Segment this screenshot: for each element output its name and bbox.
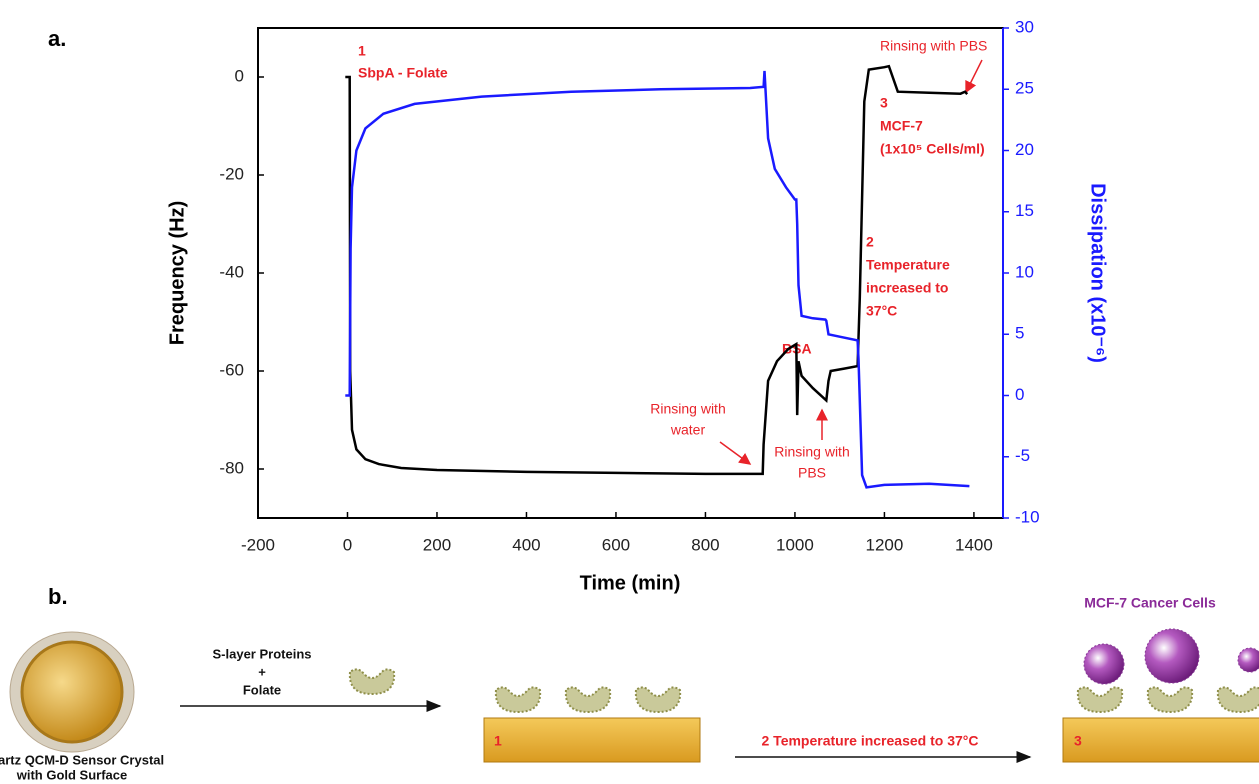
y2-tick-label: 25 [1015,79,1034,98]
protein [566,687,610,712]
caption: with Gold Surface [16,767,128,782]
arrow [720,442,750,464]
protein [350,669,394,694]
cells-label: MCF-7 Cancer Cells [1084,595,1216,611]
x-tick-label: 1200 [866,535,904,554]
substrate [1063,718,1259,762]
x-tick-label: 200 [423,535,451,554]
step-label: Folate [243,682,281,697]
annotation: 1 [358,43,366,59]
y-tick-label: -20 [219,164,244,183]
protein [1148,687,1192,712]
arrow [966,60,982,92]
y2-tick-label: 30 [1015,17,1034,36]
y2-tick-label: 10 [1015,262,1034,281]
protein [496,687,540,712]
y2-tick-label: 5 [1015,324,1024,343]
panel-label: b. [48,584,68,609]
y-tick-label: -40 [219,262,244,281]
annotation: water [670,422,706,438]
panel-label: a. [48,26,66,51]
x-tick-label: 400 [512,535,540,554]
protein [1218,687,1259,712]
substrate [484,718,700,762]
step-label: 2 Temperature increased to 37°C [762,733,979,749]
annotation: 37°C [866,303,897,319]
annotation: PBS [798,465,826,481]
annotation: Temperature [866,257,950,273]
annotation: 2 [866,234,874,250]
panel-b: b. Quartz QCM-D Sensor Crystal with Gold… [0,584,1259,783]
step-label: S-layer Proteins [213,646,312,661]
annotation: Rinsing with PBS [880,38,987,54]
x-tick-label: 600 [602,535,630,554]
x-tick-label: -200 [241,535,275,554]
y2-tick-label: 20 [1015,140,1034,159]
annotation: SbpA - Folate [358,65,448,81]
y2-tick-label: 0 [1015,385,1024,404]
y-tick-label: 0 [235,66,244,85]
x-tick-label: 0 [343,535,352,554]
annotation: MCF-7 [880,118,923,134]
y-axis-label: Frequency (Hz) [166,201,188,345]
annotation: Rinsing with [774,444,849,460]
x-tick-label: 800 [691,535,719,554]
cell [1084,644,1124,684]
substrate-label: 1 [494,733,502,749]
figure: a. Frequency (Hz) Dissipation (x10⁻⁶) Ti… [0,0,1259,784]
cell [1238,648,1259,672]
y2-tick-label: 15 [1015,201,1034,220]
y-tick-label: -60 [219,360,244,379]
x-axis-label: Time (min) [580,572,681,594]
annotation: (1x10⁵ Cells/ml) [880,141,985,157]
cell [1145,629,1199,683]
y2-tick-label: -10 [1015,507,1040,526]
crystal-disk [22,642,122,742]
step-label: + [258,664,266,679]
x-tick-label: 1000 [776,535,814,554]
plot-frame [258,28,1003,518]
y2-axis-label: Dissipation (x10⁻⁶) [1087,183,1109,363]
protein [636,687,680,712]
y2-tick-label: -5 [1015,446,1030,465]
x-tick-label: 1400 [955,535,993,554]
protein [1078,687,1122,712]
chart-a: a. Frequency (Hz) Dissipation (x10⁻⁶) Ti… [48,17,1109,594]
annotation: 3 [880,95,888,111]
y-tick-label: -80 [219,458,244,477]
annotation: Rinsing with [650,401,725,417]
caption: Quartz QCM-D Sensor Crystal [0,752,164,767]
substrate-label: 3 [1074,733,1082,749]
annotation: increased to [866,280,948,296]
